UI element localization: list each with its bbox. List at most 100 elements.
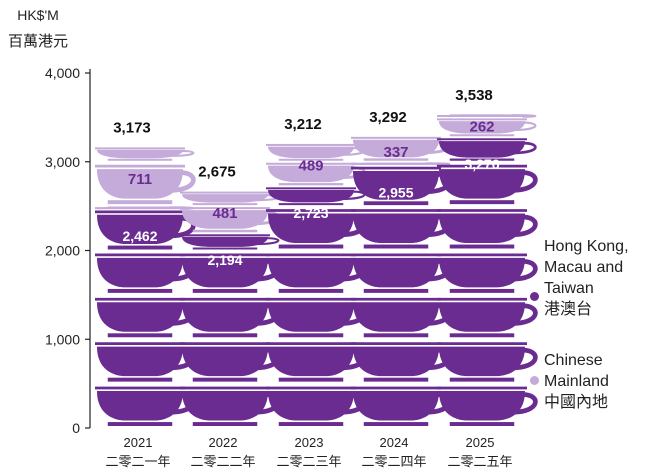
cup-rim (95, 297, 185, 301)
y-tick-label: 4,000 (45, 65, 80, 81)
bar-hk-2024-cup (351, 297, 452, 338)
bar-hk-2025-cup (437, 164, 538, 205)
cup-rim (351, 253, 441, 257)
cup-saucer (449, 288, 515, 293)
cup-saucer (192, 203, 258, 206)
cup-saucer (449, 333, 515, 338)
cup-bowl (268, 165, 354, 183)
bar-hk-2024-cup (351, 253, 452, 293)
bar-hk-2025-cup (437, 342, 538, 382)
cup-handle (510, 141, 537, 155)
cup-saucer (449, 377, 515, 382)
cup-saucer (449, 200, 515, 205)
data-label-cn: 489 (298, 158, 323, 175)
bar-hk-2021-cup-partial (95, 210, 196, 250)
cup-bowl (353, 213, 439, 243)
cup-bowl (97, 302, 183, 332)
cup-rim (180, 191, 270, 194)
cup-saucer (363, 377, 429, 382)
cup-rim (437, 164, 527, 168)
cup-rim (180, 386, 270, 390)
cup-rim (266, 342, 356, 346)
x-tick-label: 2024 (380, 435, 409, 450)
cup-saucer (363, 422, 429, 426)
cup-rim (266, 143, 356, 146)
cup-saucer (192, 247, 258, 250)
bar-cn-2025-cup-partial (437, 114, 537, 118)
cup-bowl (439, 141, 525, 158)
cup-bowl (353, 302, 439, 332)
data-label-total: 3,212 (284, 116, 322, 133)
cup-bowl (439, 390, 525, 421)
cup-bowl (268, 390, 354, 421)
cup-saucer (107, 422, 173, 426)
cup-saucer (192, 422, 258, 426)
cup-saucer (278, 333, 344, 338)
legend-swatch-hk (530, 292, 539, 301)
cup-handle (425, 162, 451, 166)
bar-hk-2025-cup (437, 253, 538, 293)
cup-rim (437, 297, 527, 301)
bar-cn-2021-cup-partial (95, 206, 195, 210)
bar-hk-2024-cup (351, 386, 452, 426)
cup-saucer (449, 158, 515, 161)
cup-saucer (278, 377, 344, 382)
y-axis-unit-label: HK$'M (17, 7, 59, 23)
cup-saucer (363, 201, 429, 206)
bar-hk-2022-cup-partial (180, 234, 280, 250)
data-label-hk: 2,955 (378, 184, 413, 200)
bar-hk-2023-cup (266, 342, 367, 382)
cup-bowl (268, 257, 354, 288)
bar-cn-2021-cup-partial (95, 147, 195, 161)
cup-handle (340, 190, 366, 201)
cup-bowl (268, 213, 354, 243)
bar-hk-2023-cup (266, 253, 367, 293)
x-tick-label-zh: 二零二四年 (361, 454, 426, 469)
cup-bowl (182, 257, 268, 288)
legend-label-hk: Hong Kong, Macau and Taiwan 港澳台 (544, 238, 629, 318)
cup-rim (437, 209, 527, 212)
cup-bowl (353, 139, 439, 158)
cup-handle (167, 170, 196, 193)
cup-rim (437, 342, 527, 346)
cup-handle (509, 347, 538, 371)
cup-saucer (278, 244, 344, 249)
cup-rim (180, 297, 270, 301)
cup-rim (351, 136, 441, 139)
bar-hk-2025-cup (437, 209, 538, 249)
cup-handle (511, 121, 537, 132)
data-label-cn: 337 (383, 144, 408, 161)
bar-hk-2023-cup (266, 297, 367, 338)
cup-saucer (363, 333, 429, 338)
bar-hk-2025-cup-partial (437, 138, 537, 161)
y-tick-label: 1,000 (45, 331, 80, 347)
cup-saucer (192, 377, 258, 382)
cup-handle (509, 214, 538, 238)
bar-hk-2022-cup (180, 342, 281, 382)
cup-rim (351, 386, 441, 390)
cup-bowl (182, 194, 268, 203)
bar-hk-2025-cup (437, 386, 538, 426)
bar-hk-2021-cup (95, 253, 196, 293)
cup-rim (351, 297, 441, 301)
cup-rim (266, 297, 356, 301)
cup-bowl (268, 146, 354, 159)
cup-bowl (268, 346, 354, 377)
cup-saucer (278, 422, 344, 426)
cup-saucer (278, 288, 344, 293)
cup-rim (95, 386, 185, 390)
cup-saucer (107, 377, 173, 382)
cup-bowl (353, 390, 439, 421)
cup-bowl (182, 302, 268, 332)
cup-saucer (278, 203, 344, 206)
x-tick-label-zh: 二零二三年 (276, 454, 341, 469)
legend-item-hong-kong-macau-taiwan: Hong Kong, Macau and Taiwan 港澳台 (530, 236, 642, 326)
cup-rim (437, 138, 527, 141)
cup-bowl (182, 236, 268, 247)
cup-handle (511, 114, 537, 118)
x-tick-label: 2025 (466, 435, 495, 450)
cup-saucer (107, 245, 173, 250)
cup-saucer (107, 158, 173, 161)
bar-hk-2022-cup (180, 386, 281, 426)
cup-saucer (278, 158, 344, 161)
